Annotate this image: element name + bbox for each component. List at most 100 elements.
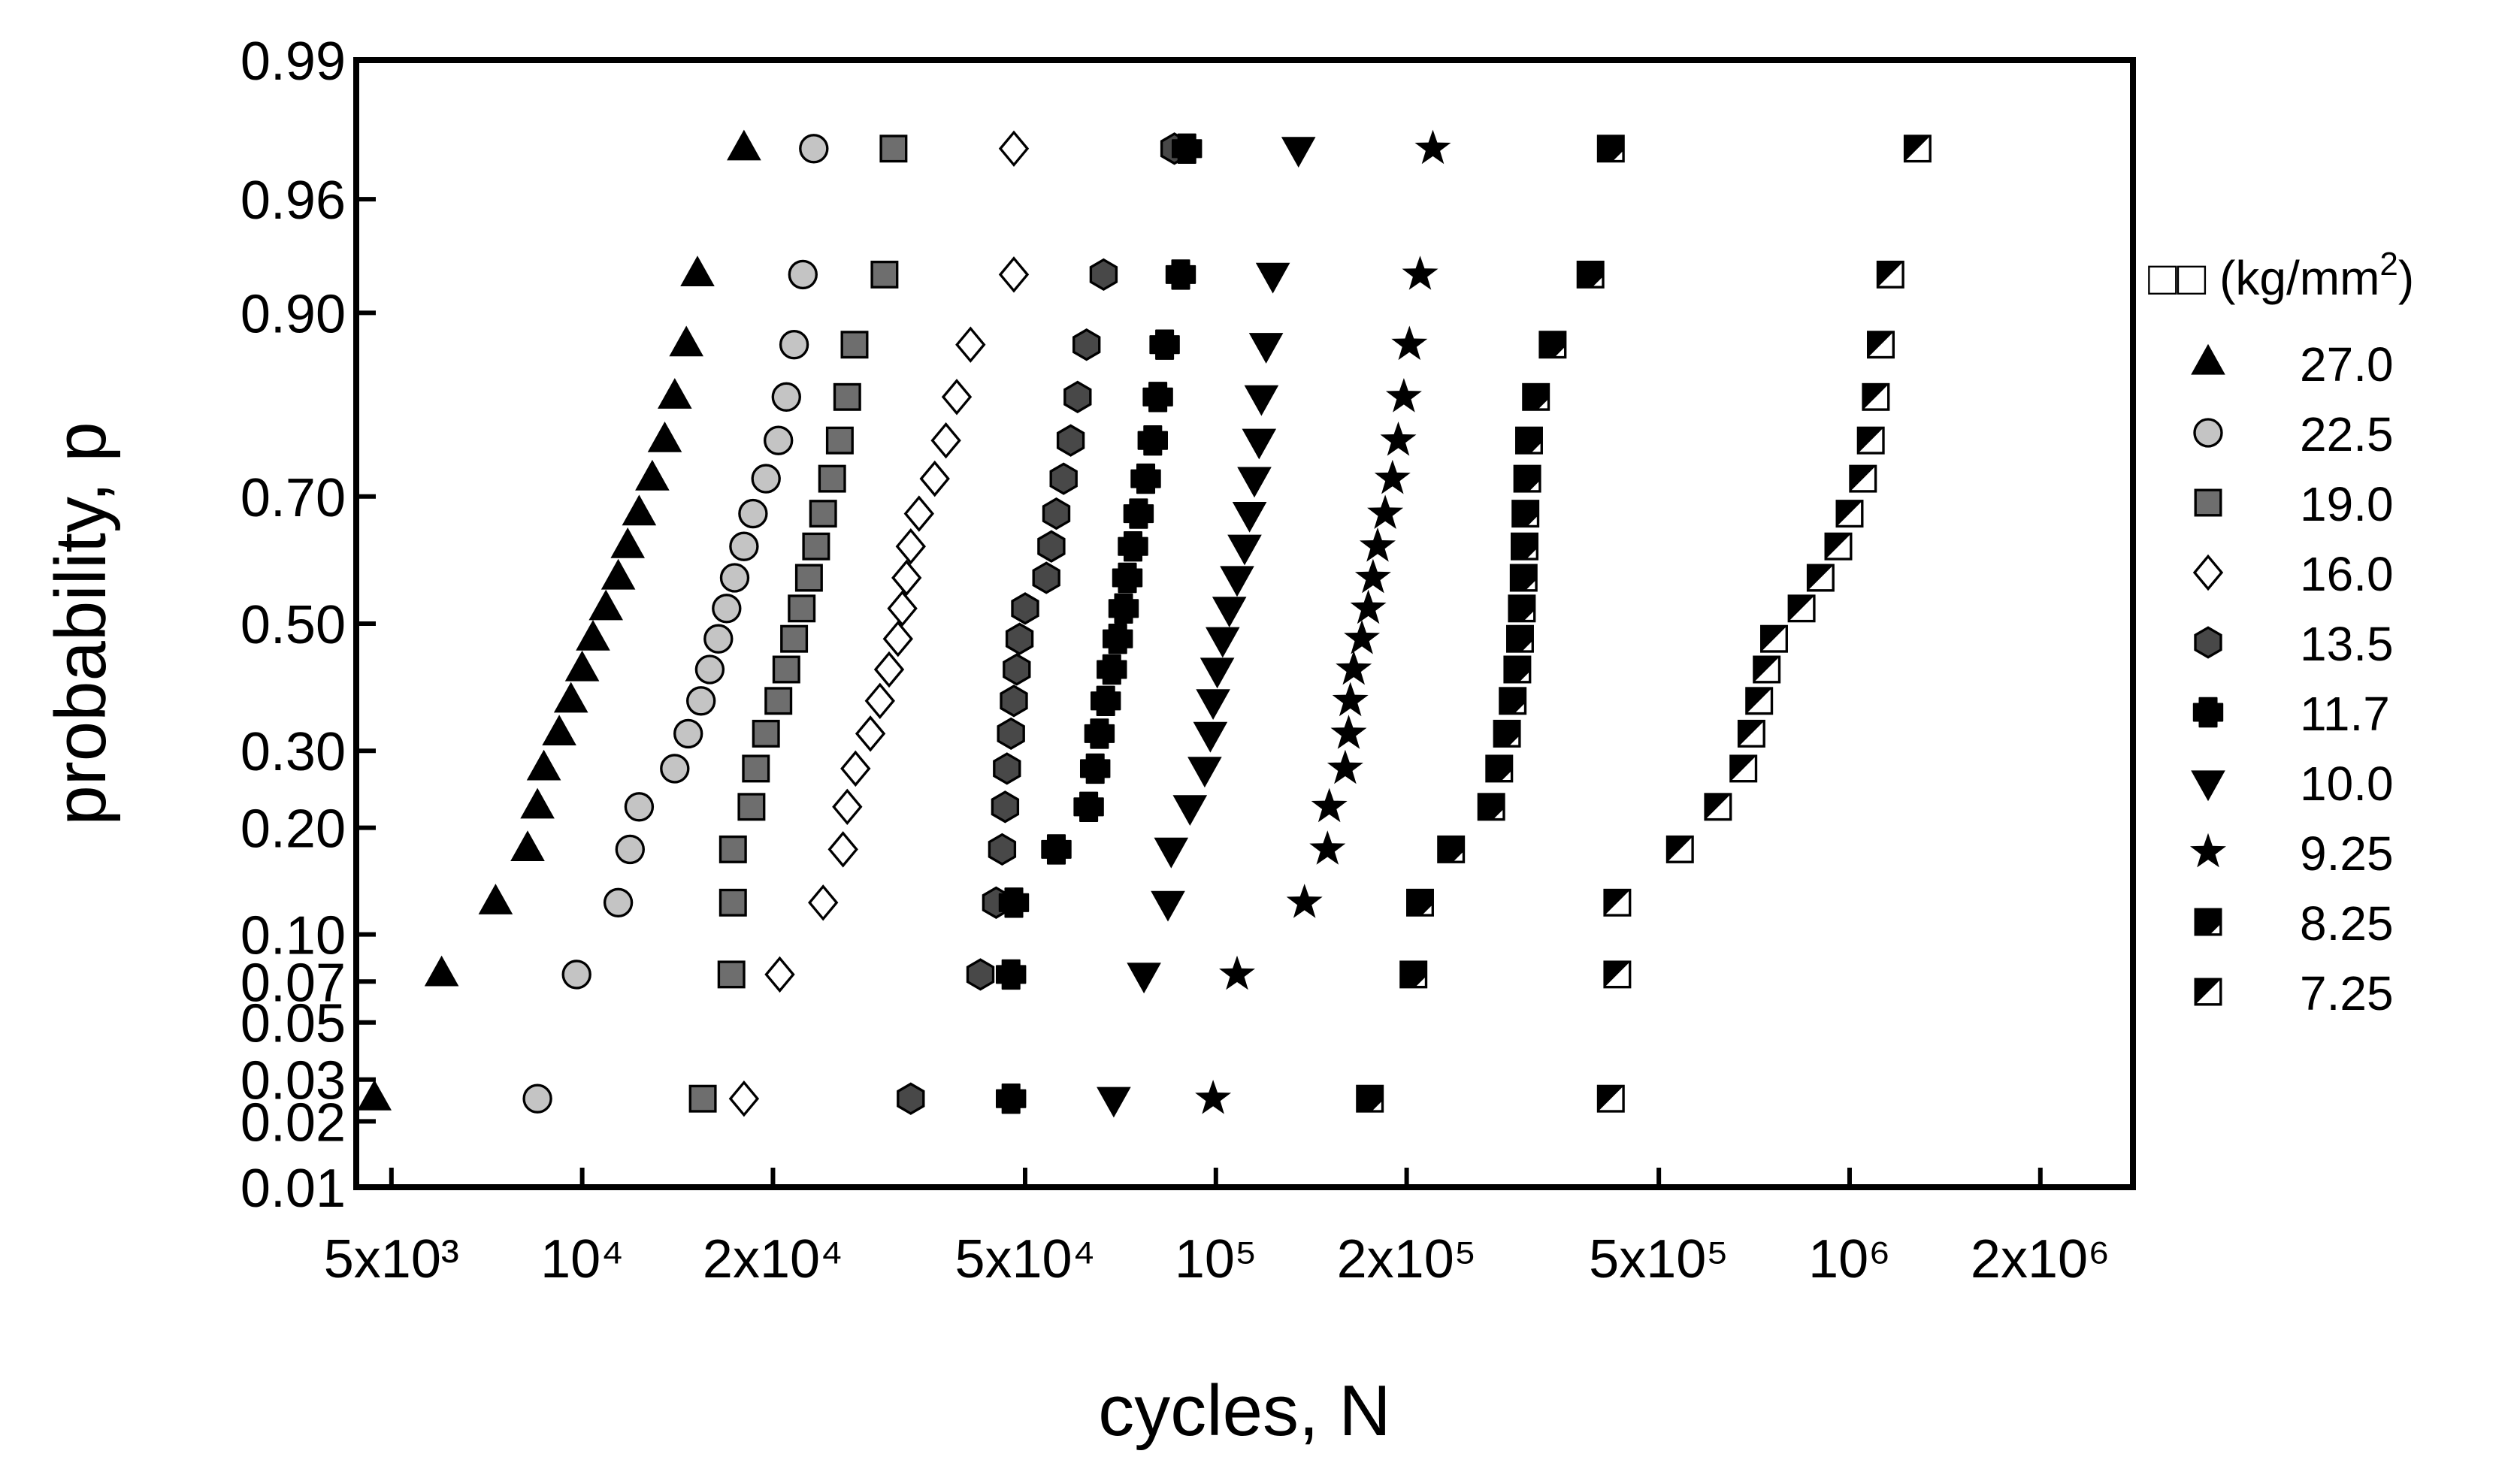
data-point: [1503, 655, 1532, 684]
x-tick-label: 5x10⁴: [954, 1229, 1095, 1289]
x-tick-label: 5x10³: [324, 1229, 459, 1289]
x-tick-label: 2x10⁵: [1337, 1229, 1477, 1289]
legend-entry-label: 27.0: [2300, 337, 2394, 391]
data-point: [764, 687, 793, 715]
data-point: [1172, 795, 1208, 826]
data-point: [1187, 757, 1222, 788]
data-point: [779, 330, 809, 360]
data-point: [1787, 594, 1816, 623]
data-point: [1849, 464, 1877, 493]
data-point: [1130, 463, 1161, 494]
data-point: [737, 793, 766, 821]
y-tick-label: 0.99: [241, 32, 346, 92]
y-tick-label: 0.03: [241, 1051, 346, 1111]
data-point: [833, 382, 861, 411]
data-point: [1729, 754, 1758, 783]
data-point: [995, 959, 1027, 990]
legend-marker: [2194, 978, 2222, 1006]
data-point: [1219, 955, 1255, 990]
data-point: [1042, 497, 1071, 530]
data-point: [752, 719, 780, 748]
data-point: [1137, 425, 1169, 456]
data-point: [1511, 500, 1540, 528]
data-point: [1414, 129, 1451, 165]
data-point: [855, 715, 886, 752]
data-point: [818, 464, 846, 493]
x-tick-label: 10⁶: [1808, 1229, 1891, 1289]
data-point: [1336, 650, 1372, 685]
data-point: [1196, 689, 1230, 720]
legend-entry-label: 10.0: [2300, 757, 2394, 811]
data-point: [718, 835, 747, 863]
data-point: [1856, 426, 1885, 455]
legend-entry-label: 19.0: [2300, 477, 2394, 531]
data-point: [1385, 378, 1422, 413]
data-point: [1003, 653, 1031, 686]
data-point: [1824, 532, 1853, 561]
data-point: [998, 256, 1030, 293]
data-point: [1049, 462, 1078, 495]
y-tick-label: 0.50: [241, 595, 346, 655]
data-point: [520, 787, 555, 819]
data-point: [1485, 754, 1514, 783]
data-point: [1097, 654, 1127, 685]
legend-title: □□ (kg/mm2): [2148, 246, 2414, 305]
data-point: [615, 834, 645, 865]
data-point: [1538, 331, 1567, 359]
data-point: [1220, 566, 1254, 597]
y-tick-label: 0.70: [241, 468, 346, 528]
data-point: [1037, 530, 1066, 563]
data-point: [840, 331, 869, 359]
data-point: [1195, 1080, 1232, 1114]
data-point: [1089, 258, 1118, 292]
data-point: [827, 831, 858, 868]
data-point: [1149, 329, 1180, 360]
data-point: [1806, 564, 1835, 592]
y-tick-label: 0.07: [241, 953, 346, 1013]
data-point: [712, 594, 742, 624]
plot-frame: [353, 57, 2136, 1190]
data-point: [1493, 719, 1521, 748]
data-point: [1255, 262, 1290, 294]
data-points: [357, 129, 1932, 1118]
data-point: [1118, 530, 1148, 562]
data-point: [1127, 963, 1161, 994]
y-tick-label: 0.90: [241, 284, 346, 344]
data-point: [825, 426, 854, 455]
data-point: [718, 888, 747, 917]
data-point: [1112, 562, 1143, 594]
data-point: [1753, 655, 1781, 684]
data-point: [772, 655, 800, 684]
data-point: [882, 620, 913, 657]
legend-entry-label: 11.7: [2300, 687, 2390, 741]
data-point: [624, 792, 655, 822]
legend-title-sup: 2: [2379, 246, 2398, 283]
data-point: [1200, 657, 1235, 689]
data-point: [635, 459, 670, 491]
data-point: [1862, 382, 1890, 411]
data-point: [424, 955, 459, 987]
axis-ticks: [356, 58, 2043, 1189]
data-point: [622, 494, 657, 526]
legend-entry-label: 22.5: [2300, 407, 2394, 461]
axis-tick-labels: 5x10³ 10⁴ 2x10⁴ 5x10⁴ 10⁵ 2x10⁵ 5x10⁵ 10⁶ 2x10⁶ 0…: [241, 32, 2110, 1289]
data-point: [1142, 382, 1173, 413]
data-point: [809, 500, 837, 528]
data-point: [1477, 793, 1505, 821]
data-point: [1596, 1084, 1625, 1113]
data-point: [1193, 721, 1228, 753]
data-point: [357, 1080, 392, 1111]
data-point: [728, 1080, 760, 1117]
data-point: [1603, 888, 1632, 917]
data-point: [1354, 558, 1391, 594]
data-point: [553, 682, 588, 713]
data-point: [1123, 498, 1154, 529]
legend: □□ (kg/mm2) 27.0 22.5 19.0 16.0 13.5 11.7 10.0…: [2148, 246, 2414, 1020]
data-point: [669, 325, 703, 357]
data-point: [808, 884, 839, 921]
data-point: [1437, 835, 1466, 863]
data-point: [478, 884, 513, 914]
data-point: [686, 686, 716, 716]
data-point: [1227, 534, 1262, 566]
y-tick-label: 0.20: [241, 799, 346, 860]
